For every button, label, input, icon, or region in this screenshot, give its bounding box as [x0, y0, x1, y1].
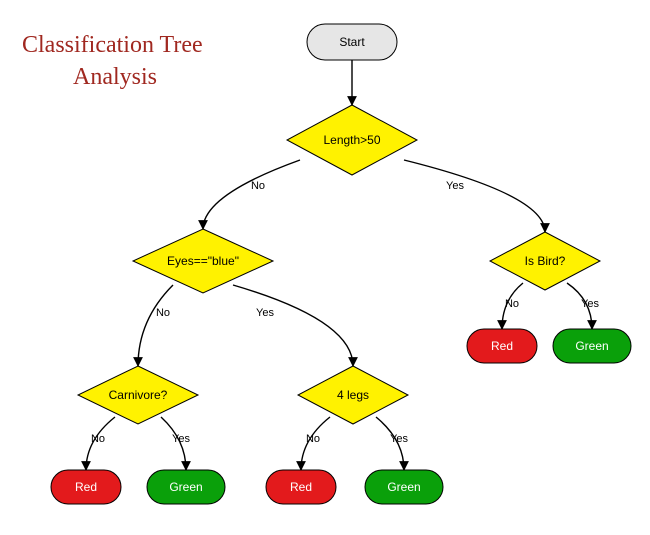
flowchart-svg: No Yes No Yes No Yes No Yes No Yes Start Length>50…: [0, 0, 650, 535]
node-label-red_l: Red: [290, 480, 312, 494]
node-red_c: Red: [51, 470, 121, 504]
node-label-carniv: Carnivore?: [109, 388, 168, 402]
edge-label-carniv-red_c: No: [91, 433, 105, 445]
node-length: Length>50: [287, 105, 417, 175]
node-label-eyes: Eyes=="blue": [167, 254, 239, 268]
edge-length-eyes: [203, 160, 300, 229]
node-label-green_l: Green: [387, 480, 420, 494]
node-green_l: Green: [365, 470, 443, 504]
node-label-green_c: Green: [169, 480, 202, 494]
edge-eyes-carniv: [138, 285, 173, 366]
edge-label-carniv-green_c: Yes: [172, 433, 190, 445]
edge-label-isbird-green_b: Yes: [581, 298, 599, 310]
node-label-fourlegs: 4 legs: [337, 388, 369, 402]
node-red_b: Red: [467, 329, 537, 363]
node-label-red_c: Red: [75, 480, 97, 494]
node-eyes: Eyes=="blue": [133, 229, 273, 293]
edge-label-length-isbird: Yes: [446, 180, 464, 192]
edge-eyes-fourlegs: [233, 285, 353, 366]
node-isbird: Is Bird?: [490, 232, 600, 290]
edge-label-isbird-red_b: No: [505, 298, 519, 310]
node-label-length: Length>50: [323, 133, 380, 147]
node-fourlegs: 4 legs: [298, 366, 408, 424]
node-green_c: Green: [147, 470, 225, 504]
edge-label-fourlegs-green_l: Yes: [390, 433, 408, 445]
node-red_l: Red: [266, 470, 336, 504]
node-green_b: Green: [553, 329, 631, 363]
node-label-start: Start: [339, 35, 365, 49]
node-start: Start: [307, 24, 397, 60]
edge-label-eyes-fourlegs: Yes: [256, 307, 274, 319]
edge-label-length-eyes: No: [251, 180, 265, 192]
edge-label-eyes-carniv: No: [156, 307, 170, 319]
node-carniv: Carnivore?: [78, 366, 198, 424]
node-label-red_b: Red: [491, 339, 513, 353]
node-label-isbird: Is Bird?: [525, 254, 566, 268]
edge-label-fourlegs-red_l: No: [306, 433, 320, 445]
edge-length-isbird: [404, 160, 545, 232]
node-label-green_b: Green: [575, 339, 608, 353]
